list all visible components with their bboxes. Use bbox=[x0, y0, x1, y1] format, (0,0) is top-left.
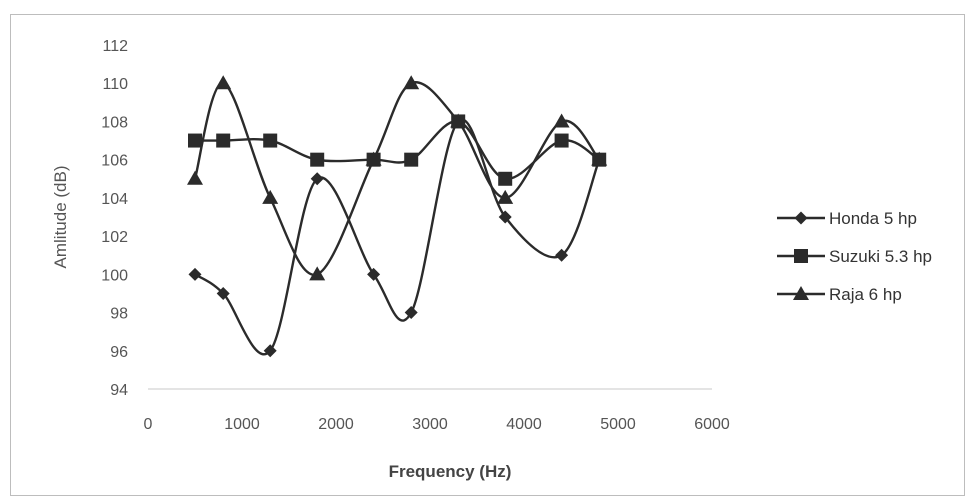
y-tick-label: 108 bbox=[101, 114, 128, 131]
legend: Honda 5 hp Suzuki 5.3 hp Raja 6 hp bbox=[777, 209, 932, 304]
y-axis-title: Amlitude (dB) bbox=[51, 166, 70, 269]
data-point bbox=[262, 189, 279, 204]
series-line bbox=[194, 120, 600, 180]
legend-item-honda-5-hp: Honda 5 hp bbox=[777, 209, 917, 228]
data-point bbox=[215, 75, 232, 90]
x-tick-label: 2000 bbox=[318, 416, 354, 433]
legend-marker bbox=[794, 211, 808, 225]
x-tick-label: 3000 bbox=[412, 416, 448, 433]
data-point bbox=[216, 133, 231, 148]
data-point bbox=[497, 189, 514, 204]
data-point bbox=[498, 210, 512, 224]
chart-series bbox=[187, 75, 608, 358]
x-tick-label: 6000 bbox=[694, 416, 730, 433]
legend-label: Honda 5 hp bbox=[829, 209, 917, 228]
y-tick-label: 100 bbox=[101, 267, 128, 284]
data-point bbox=[555, 248, 569, 262]
legend-marker bbox=[794, 249, 808, 263]
y-tick-label: 110 bbox=[102, 76, 128, 93]
legend-label: Suzuki 5.3 hp bbox=[829, 247, 932, 266]
series-line bbox=[194, 118, 601, 356]
data-point bbox=[404, 306, 418, 320]
data-point bbox=[263, 344, 277, 358]
legend-item-raja-6-hp: Raja 6 hp bbox=[777, 285, 902, 304]
data-point bbox=[216, 286, 230, 300]
x-tick-label: 4000 bbox=[506, 416, 542, 433]
x-tick-label: 1000 bbox=[224, 416, 260, 433]
data-point bbox=[188, 267, 202, 281]
data-point bbox=[403, 75, 420, 90]
y-tick-label: 96 bbox=[110, 344, 128, 361]
y-tick-label: 104 bbox=[101, 191, 128, 208]
y-tick-label: 112 bbox=[102, 38, 128, 55]
data-point bbox=[450, 113, 467, 128]
data-point bbox=[591, 151, 608, 166]
data-point bbox=[188, 133, 202, 148]
y-tick-label: 94 bbox=[110, 382, 128, 399]
legend-item-suzuki-5-3-hp: Suzuki 5.3 hp bbox=[777, 247, 932, 266]
data-point bbox=[310, 152, 325, 167]
series-line bbox=[193, 81, 601, 276]
y-tick-label: 98 bbox=[110, 306, 128, 323]
data-point bbox=[553, 113, 570, 128]
series-raja-6-hp bbox=[187, 75, 608, 281]
y-tick-label: 102 bbox=[101, 229, 128, 246]
data-point bbox=[187, 170, 203, 185]
data-point bbox=[309, 266, 326, 281]
x-tick-label: 5000 bbox=[600, 416, 636, 433]
data-point bbox=[498, 171, 513, 186]
data-point bbox=[310, 172, 324, 186]
chart-axes: 94 96 98 100 102 104 106 108 110 112 0 1000 2000 3000… bbox=[101, 38, 730, 433]
data-point bbox=[367, 267, 381, 281]
data-point bbox=[404, 152, 419, 167]
x-tick-label: 0 bbox=[144, 416, 153, 433]
x-axis-title: Frequency (Hz) bbox=[389, 462, 512, 481]
data-point bbox=[365, 151, 382, 166]
series-honda-5-hp bbox=[188, 114, 606, 358]
y-tick-label: 106 bbox=[101, 153, 128, 170]
data-point bbox=[263, 133, 278, 148]
legend-marker bbox=[793, 286, 809, 300]
legend-label: Raja 6 hp bbox=[829, 285, 902, 304]
data-point bbox=[554, 133, 569, 148]
series-suzuki-5-3-hp bbox=[188, 114, 607, 186]
